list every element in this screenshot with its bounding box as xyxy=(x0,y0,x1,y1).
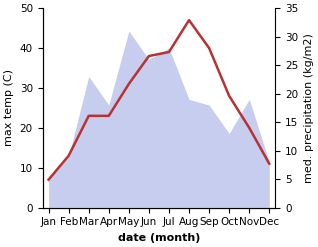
X-axis label: date (month): date (month) xyxy=(118,233,200,243)
Y-axis label: max temp (C): max temp (C) xyxy=(4,69,14,146)
Y-axis label: med. precipitation (kg/m2): med. precipitation (kg/m2) xyxy=(304,33,314,183)
